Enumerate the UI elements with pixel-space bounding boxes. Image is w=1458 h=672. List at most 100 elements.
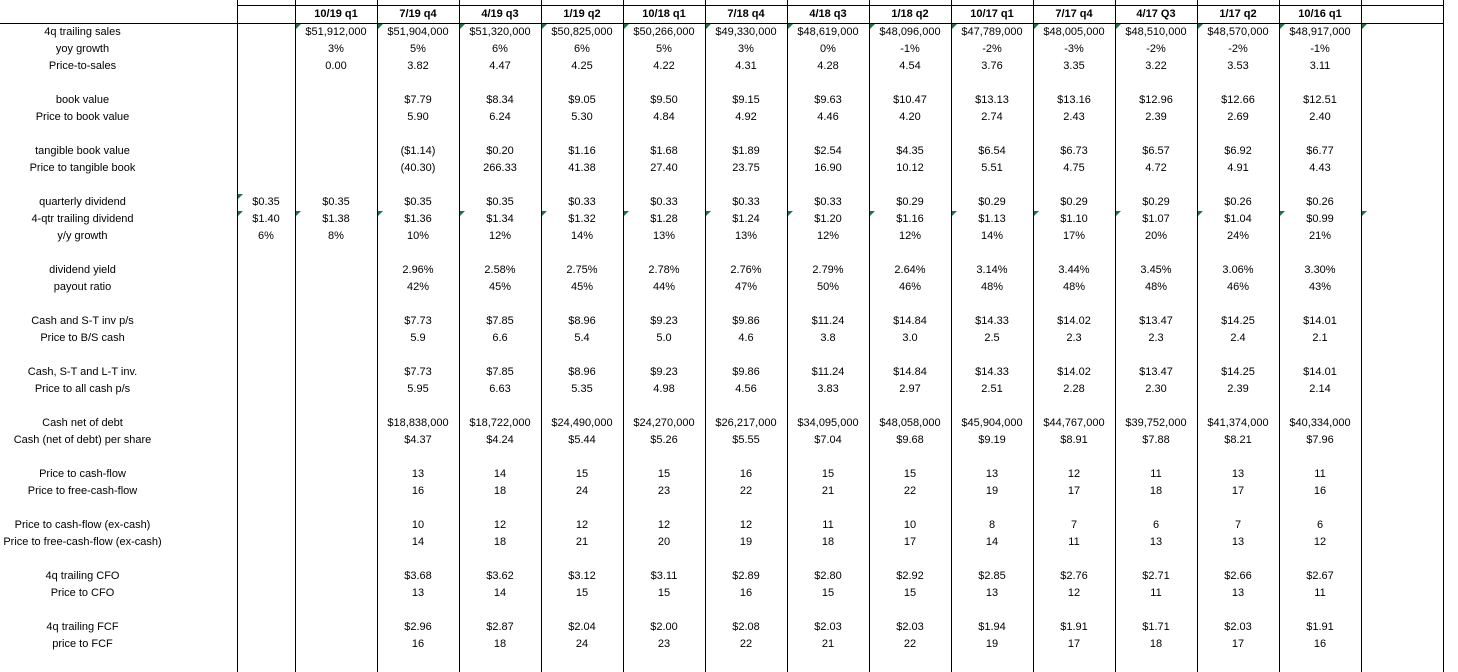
cell[interactable]: 13	[950, 465, 1034, 483]
cell[interactable]: 18	[458, 635, 542, 653]
cell[interactable]: 20	[622, 533, 706, 551]
cell[interactable]: $3.68	[376, 567, 460, 585]
cell[interactable]: $0.20	[458, 142, 542, 160]
cell[interactable]	[1443, 551, 1458, 568]
cell[interactable]	[950, 346, 1034, 364]
cell[interactable]: 2.14	[1278, 380, 1362, 398]
cell[interactable]	[704, 499, 788, 517]
cell[interactable]: $3.12	[540, 567, 624, 585]
cell[interactable]	[1360, 380, 1444, 398]
cell[interactable]: 5.9	[376, 329, 460, 347]
cell[interactable]	[236, 567, 296, 585]
cell[interactable]	[1360, 125, 1444, 143]
cell[interactable]	[294, 516, 378, 534]
cell[interactable]	[1114, 397, 1198, 415]
cell[interactable]	[1443, 228, 1458, 245]
cell[interactable]: $0.33	[540, 193, 624, 211]
cell[interactable]: 4.72	[1114, 159, 1198, 177]
cell[interactable]	[1114, 448, 1198, 466]
cell[interactable]	[540, 74, 624, 92]
cell[interactable]: 19	[950, 635, 1034, 653]
cell[interactable]: $1.32	[540, 210, 624, 228]
cell[interactable]: $2.04	[540, 618, 624, 636]
cell[interactable]: 12	[458, 516, 542, 534]
cell[interactable]	[868, 397, 952, 415]
cell[interactable]: $14.84	[868, 312, 952, 330]
cell[interactable]	[1360, 601, 1444, 619]
cell[interactable]: $1.16	[868, 210, 952, 228]
cell[interactable]	[1443, 449, 1458, 466]
cell[interactable]	[540, 244, 624, 262]
cell[interactable]: 5.4	[540, 329, 624, 347]
cell[interactable]: 15	[540, 584, 624, 602]
cell[interactable]: $7.73	[376, 363, 460, 381]
cell[interactable]	[1443, 483, 1458, 500]
cell[interactable]	[1443, 75, 1458, 92]
cell[interactable]	[1443, 347, 1458, 364]
cell[interactable]	[0, 500, 165, 517]
cell[interactable]	[376, 346, 460, 364]
cell[interactable]: 13%	[622, 227, 706, 245]
cell[interactable]	[236, 635, 296, 653]
cell[interactable]	[0, 449, 165, 466]
cell[interactable]: 6	[1278, 516, 1362, 534]
cell[interactable]	[1360, 499, 1444, 517]
cell[interactable]: 4.54	[868, 57, 952, 75]
cell[interactable]	[704, 295, 788, 313]
cell[interactable]: $2.03	[1196, 618, 1280, 636]
cell[interactable]: $1.68	[622, 142, 706, 160]
cell[interactable]	[294, 431, 378, 449]
cell[interactable]: 2.3	[1114, 329, 1198, 347]
cell[interactable]	[1032, 499, 1116, 517]
cell[interactable]: $6.57	[1114, 142, 1198, 160]
cell[interactable]	[622, 499, 706, 517]
cell[interactable]: 3.82	[376, 57, 460, 75]
cell[interactable]	[165, 636, 237, 653]
cell[interactable]	[1360, 635, 1444, 653]
cell[interactable]: 3.22	[1114, 57, 1198, 75]
cell[interactable]	[1196, 244, 1280, 262]
cell[interactable]	[458, 448, 542, 466]
cell[interactable]	[704, 448, 788, 466]
cell[interactable]	[704, 346, 788, 364]
cell[interactable]	[950, 125, 1034, 143]
cell[interactable]	[1278, 346, 1362, 364]
cell[interactable]	[1443, 5, 1458, 23]
cell[interactable]: $14.33	[950, 312, 1034, 330]
cell[interactable]	[1360, 227, 1444, 245]
cell[interactable]: 22	[704, 482, 788, 500]
cell[interactable]: 45%	[540, 278, 624, 296]
cell[interactable]: 2.96%	[376, 261, 460, 279]
cell[interactable]	[622, 397, 706, 415]
cell[interactable]: 2.39	[1196, 380, 1280, 398]
cell[interactable]	[540, 295, 624, 313]
cell[interactable]: 24%	[1196, 227, 1280, 245]
cell[interactable]	[1278, 125, 1362, 143]
cell[interactable]: 2.79%	[786, 261, 870, 279]
cell[interactable]: $13.47	[1114, 363, 1198, 381]
cell[interactable]: $12.66	[1196, 91, 1280, 109]
cell[interactable]	[1196, 74, 1280, 92]
cell[interactable]: $8.21	[1196, 431, 1280, 449]
cell[interactable]	[1360, 533, 1444, 551]
cell[interactable]	[236, 295, 296, 313]
cell[interactable]	[1443, 330, 1458, 347]
cell[interactable]	[294, 278, 378, 296]
cell[interactable]: 13%	[704, 227, 788, 245]
cell[interactable]: $48,570,000	[1196, 23, 1280, 41]
cell[interactable]	[376, 601, 460, 619]
cell[interactable]	[1360, 176, 1444, 194]
cell[interactable]	[458, 397, 542, 415]
cell[interactable]	[1360, 295, 1444, 313]
cell[interactable]	[540, 448, 624, 466]
cell[interactable]: $5.26	[622, 431, 706, 449]
cell[interactable]: $2.08	[704, 618, 788, 636]
cell[interactable]	[236, 533, 296, 551]
cell[interactable]	[1196, 499, 1280, 517]
cell[interactable]	[704, 74, 788, 92]
cell[interactable]: $14.33	[950, 363, 1034, 381]
cell[interactable]	[1032, 125, 1116, 143]
cell[interactable]: $9.86	[704, 363, 788, 381]
cell[interactable]	[1443, 653, 1458, 670]
cell[interactable]	[0, 347, 165, 364]
